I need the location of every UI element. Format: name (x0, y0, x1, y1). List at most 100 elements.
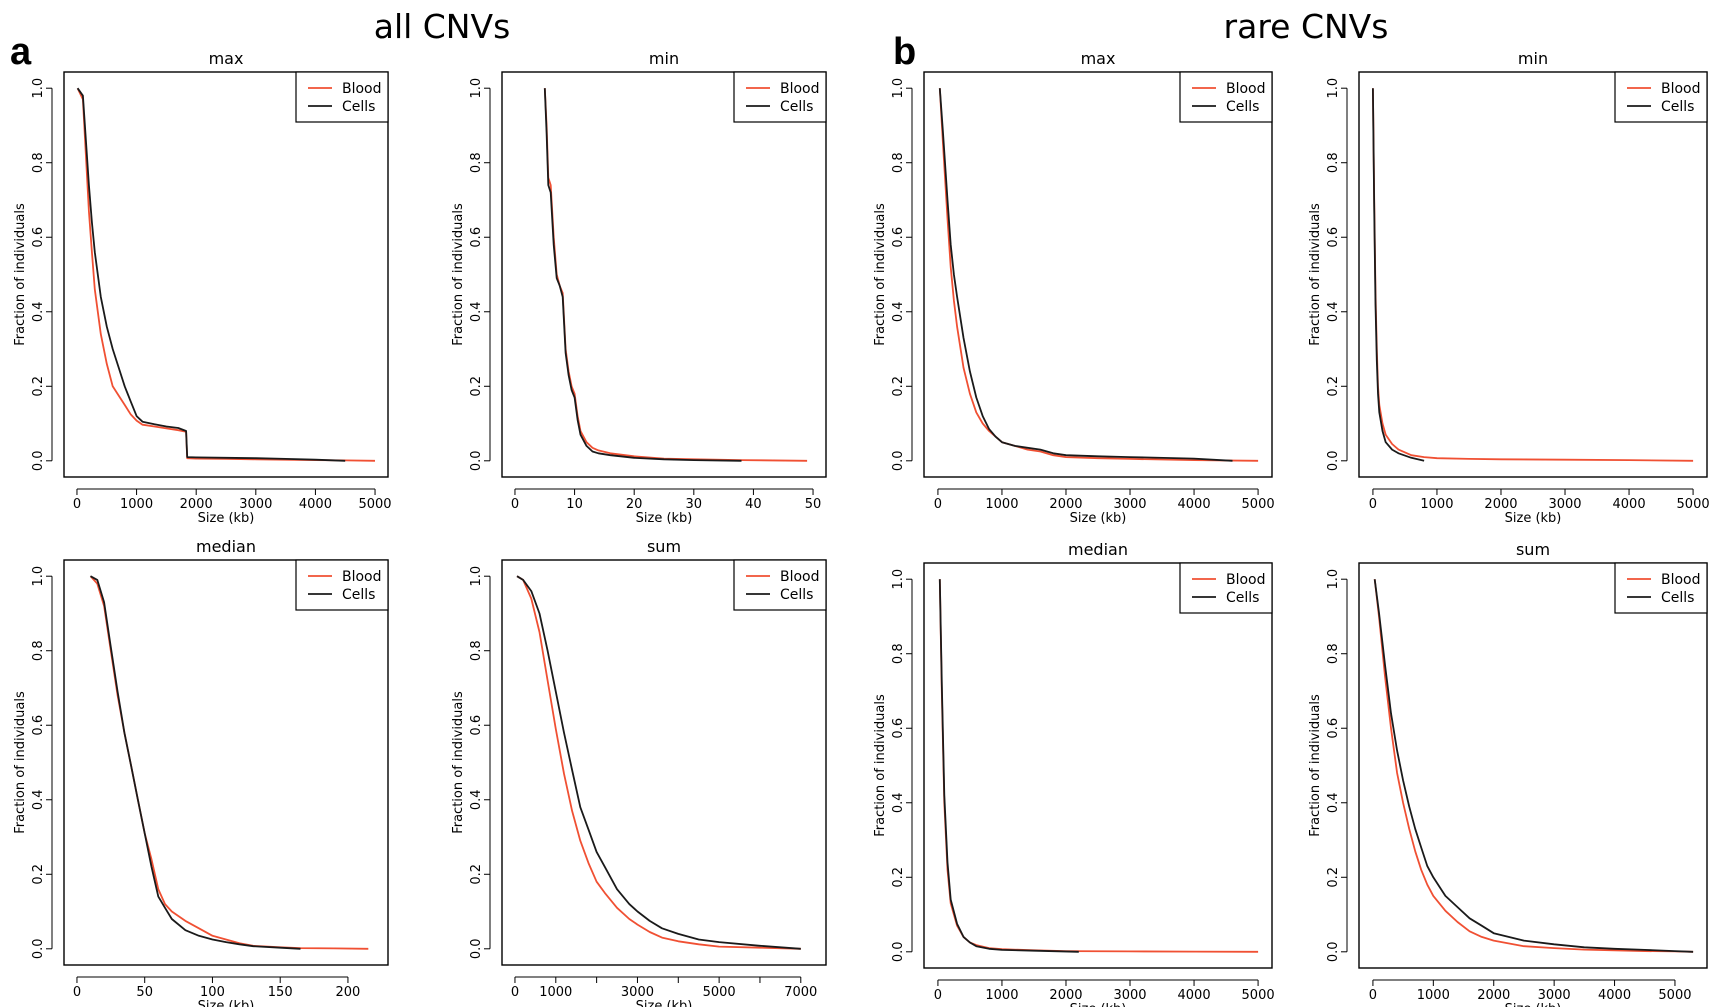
legend-label-cells: Cells (780, 587, 813, 603)
x-tick-label: 30 (686, 497, 703, 512)
series-line-blood (938, 579, 1259, 953)
chart-2: min 0 10 20 30 40 50 Size (kb) 0.0 0.2 0.4 0.6 0.8 1.… (451, 49, 827, 526)
y-tick-label: 1.0 (1326, 78, 1341, 99)
legend-label-cells: Cells (1226, 99, 1259, 115)
y-tick-label: 1.0 (31, 78, 46, 99)
y-tick-label: 0.4 (31, 301, 46, 322)
y-tick-label: 0.4 (891, 301, 906, 322)
legend: Blood Cells (1179, 71, 1273, 123)
legend-label-cells: Cells (1661, 590, 1694, 606)
x-tick-label: 1000 (985, 497, 1018, 512)
x-tick-label: 2000 (1049, 988, 1082, 1003)
y-tick-label: 0.2 (31, 376, 46, 397)
legend-label-blood: Blood (780, 569, 820, 585)
legend-label-blood: Blood (780, 81, 820, 97)
chart-title: sum (1516, 540, 1550, 559)
y-tick-label: 0.2 (891, 867, 906, 888)
y-tick-label: 0.8 (1326, 643, 1341, 664)
chart-title: min (1518, 49, 1548, 68)
y-tick-label: 0.2 (1326, 867, 1341, 888)
legend-label-cells: Cells (1661, 99, 1694, 115)
series-line-blood (1372, 88, 1694, 462)
x-tick-label: 200 (336, 985, 361, 1000)
legend-label-blood: Blood (342, 569, 382, 585)
x-tick-label: 5000 (1677, 497, 1710, 512)
x-tick-label: 10 (566, 497, 583, 512)
x-tick-label: 0 (511, 985, 519, 1000)
x-tick-label: 3000 (1538, 988, 1571, 1003)
y-tick-label: 0.4 (31, 789, 46, 810)
y-axis-label: Fraction of individuals (451, 203, 466, 346)
x-tick-label: 2000 (180, 497, 213, 512)
plot-frame (1358, 562, 1708, 969)
group-title-rare-cnvs: rare CNVs (1224, 7, 1389, 46)
x-tick-label: 3000 (1113, 497, 1146, 512)
y-tick-label: 0.6 (1326, 718, 1341, 739)
x-tick-label: 0 (934, 497, 942, 512)
legend-label-blood: Blood (1226, 572, 1266, 588)
x-tick-label: 1000 (1420, 497, 1453, 512)
y-tick-label: 0.6 (469, 715, 484, 736)
x-tick-label: 50 (805, 497, 822, 512)
y-tick-label: 0.6 (31, 715, 46, 736)
series-line-cells (90, 575, 301, 950)
legend-label-blood: Blood (342, 81, 382, 97)
y-tick-label: 0.8 (891, 152, 906, 173)
plot-frame (501, 71, 827, 478)
plot-frame (501, 559, 827, 966)
x-tick-label: 0 (934, 988, 942, 1003)
y-axis-label: Fraction of individuals (13, 691, 28, 834)
chart-title: median (196, 537, 256, 556)
legend-box (733, 559, 827, 611)
plot-frame (923, 562, 1273, 969)
y-tick-label: 1.0 (469, 78, 484, 99)
y-tick-label: 0.0 (469, 450, 484, 471)
y-tick-label: 0.0 (1326, 941, 1341, 962)
x-tick-label: 2000 (1049, 497, 1082, 512)
legend: Blood Cells (295, 559, 389, 611)
legend-box (1179, 71, 1273, 123)
y-tick-label: 0.0 (1326, 450, 1341, 471)
y-tick-label: 0.0 (31, 938, 46, 959)
y-tick-label: 0.4 (469, 789, 484, 810)
y-tick-label: 0.4 (891, 792, 906, 813)
x-tick-label: 0 (73, 985, 81, 1000)
series-line-cells (938, 579, 1079, 953)
y-tick-label: 0.8 (31, 640, 46, 661)
x-tick-label: 5000 (1242, 497, 1275, 512)
x-tick-label: 4000 (1598, 988, 1631, 1003)
x-axis-label: Size (kb) (1505, 511, 1562, 526)
x-axis-label: Size (kb) (636, 511, 693, 526)
series-line-blood (516, 575, 801, 950)
x-tick-label: 4000 (299, 497, 332, 512)
x-tick-label: 150 (268, 985, 293, 1000)
x-tick-label: 100 (200, 985, 225, 1000)
y-tick-label: 0.6 (469, 227, 484, 248)
x-axis-label: Size (kb) (198, 999, 255, 1007)
series-line-blood (1373, 579, 1694, 953)
series-line-cells (1373, 579, 1694, 953)
legend-box (1614, 71, 1708, 123)
x-axis-label: Size (kb) (1070, 1002, 1127, 1007)
group-title-all-cnvs: all CNVs (374, 7, 511, 46)
series-line-blood (89, 575, 369, 950)
series-line-cells (76, 87, 346, 462)
y-tick-label: 0.8 (469, 640, 484, 661)
y-axis-label: Fraction of individuals (873, 694, 888, 837)
legend-label-cells: Cells (780, 99, 813, 115)
chart-5: max 0 1000 2000 3000 4000 5000 Size (kb) 0.0 0.2 0… (873, 49, 1275, 526)
chart-title: median (1068, 540, 1128, 559)
y-tick-label: 0.8 (31, 152, 46, 173)
x-tick-label: 50 (136, 985, 153, 1000)
x-tick-label: 1000 (985, 988, 1018, 1003)
x-tick-label: 5000 (703, 985, 736, 1000)
x-tick-label: 3000 (1548, 497, 1581, 512)
x-tick-label: 0 (1369, 497, 1377, 512)
x-tick-label: 1000 (120, 497, 153, 512)
y-axis-label: Fraction of individuals (873, 203, 888, 346)
plot-frame (63, 559, 389, 966)
y-tick-label: 1.0 (891, 569, 906, 590)
y-tick-label: 0.2 (31, 864, 46, 885)
x-tick-label: 40 (745, 497, 762, 512)
